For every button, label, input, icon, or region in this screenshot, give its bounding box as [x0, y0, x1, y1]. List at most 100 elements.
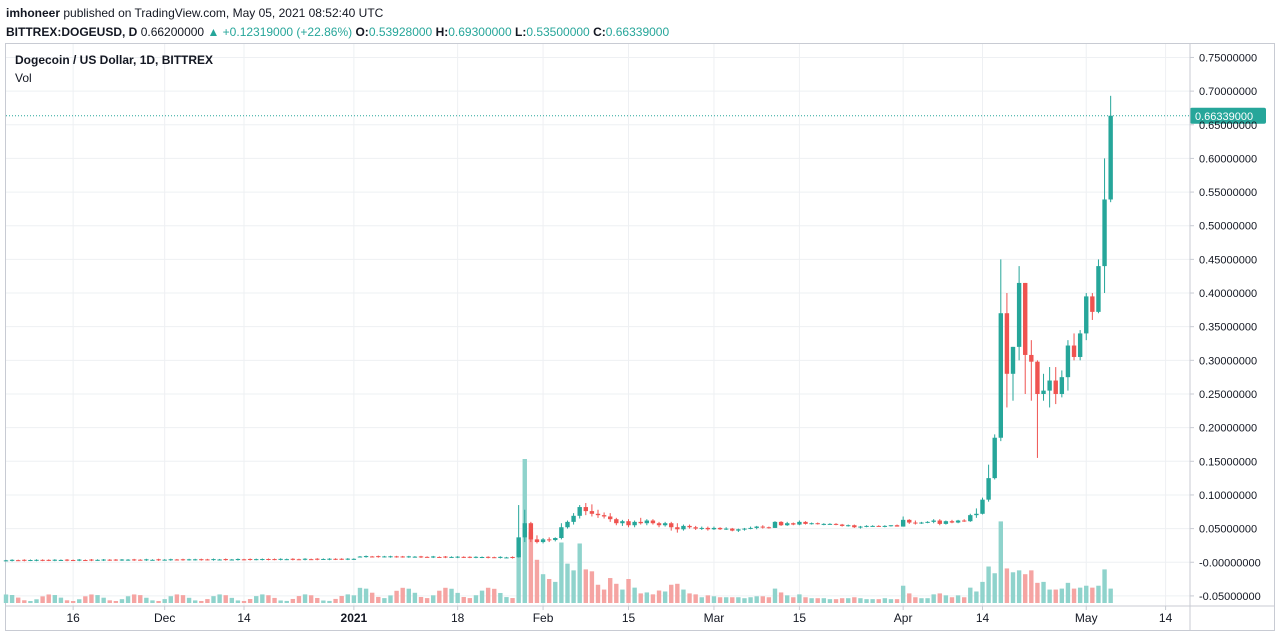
volume-bar: [589, 571, 595, 603]
y-tick-label: 0.55000000: [1199, 187, 1257, 199]
candle-body: [778, 521, 784, 526]
candle-body: [125, 559, 131, 561]
candle-body: [485, 556, 491, 558]
candle-body: [730, 528, 735, 531]
volume-bar: [449, 588, 454, 603]
volume-bar: [693, 594, 698, 603]
volume-bar: [748, 597, 753, 603]
volume-bar: [730, 597, 735, 603]
candle-body: [186, 559, 192, 561]
y-tick-label: 0.45000000: [1199, 254, 1257, 266]
y-tick-label: 0.70000000: [1199, 86, 1257, 98]
candle-body: [687, 525, 692, 528]
candle-body: [760, 526, 765, 528]
candle-body: [608, 516, 613, 520]
volume-bar: [1065, 582, 1071, 603]
candle-body: [852, 525, 857, 528]
volume-bar: [1096, 585, 1101, 603]
publish-line: imhoneer published on TradingView.com, M…: [6, 4, 1276, 23]
candle-body: [595, 513, 601, 516]
candle-body: [229, 559, 235, 561]
volume-bar: [504, 597, 509, 603]
high-label: H:: [435, 25, 449, 39]
volume-bar: [528, 531, 534, 603]
candle-body: [534, 539, 540, 543]
volume-bar: [467, 598, 473, 603]
volume-bar: [821, 598, 827, 603]
candle-body: [388, 556, 393, 558]
volume-bar: [272, 597, 277, 603]
candle-body: [9, 559, 15, 561]
candle-body: [107, 559, 112, 561]
volume-bar: [662, 591, 668, 603]
candle-body: [968, 515, 973, 522]
candle-body: [748, 527, 753, 529]
volume-bar: [608, 578, 613, 603]
candle-body: [998, 313, 1004, 438]
volume-bar: [1077, 587, 1083, 603]
volume-bar: [870, 599, 875, 603]
candle-body: [931, 520, 936, 522]
volume-bar: [717, 597, 723, 603]
volume-bar: [992, 573, 997, 603]
candle-body: [40, 559, 45, 561]
candle-body: [83, 560, 88, 562]
candle-body: [119, 559, 125, 561]
candle-body: [77, 559, 82, 561]
volume-bar: [180, 595, 186, 603]
volume-bar: [943, 595, 949, 603]
volume-bar: [260, 594, 265, 603]
y-tick-label: 0.40000000: [1199, 288, 1257, 300]
candle-body: [1016, 282, 1022, 347]
candle-body: [449, 556, 454, 558]
candle-body: [553, 538, 558, 541]
volume-bar: [937, 593, 942, 603]
candle-body: [260, 559, 265, 561]
y-tick-label: 0.65000000: [1199, 120, 1257, 132]
volume-bar: [583, 569, 588, 603]
candle-body: [650, 520, 656, 524]
candle-body: [174, 559, 180, 561]
volume-bar: [815, 598, 820, 603]
volume-bar: [705, 595, 711, 603]
publisher-name[interactable]: imhoneer: [6, 6, 61, 20]
candle-body: [498, 556, 503, 558]
candle-body: [16, 560, 21, 562]
volume-bar: [412, 592, 418, 603]
volume-bar: [577, 543, 582, 603]
volume-bar: [192, 600, 198, 603]
volume-bar: [34, 599, 39, 603]
volume-bar: [345, 594, 350, 603]
candle-body: [162, 559, 167, 561]
volume-bar: [174, 594, 180, 603]
candle-body: [1108, 115, 1113, 200]
candle-body: [699, 527, 704, 529]
close-value: 0.66339000: [605, 25, 670, 39]
x-tick-label: 14: [1159, 611, 1173, 625]
candle-body: [1096, 266, 1101, 312]
volume-bar: [89, 594, 94, 603]
volume-bar: [28, 601, 33, 603]
volume-legend[interactable]: Vol: [15, 71, 32, 85]
open-value: 0.53928000: [368, 25, 433, 39]
high-value: 0.69300000: [448, 25, 512, 39]
candle-body: [1065, 345, 1071, 378]
candle-body: [308, 559, 314, 561]
volume-bar: [431, 595, 436, 603]
candle-body: [1102, 199, 1107, 267]
volume-bar: [229, 597, 235, 603]
volume-bar: [687, 593, 692, 603]
candle-body: [669, 523, 674, 528]
volume-bar: [864, 599, 869, 603]
x-tick-label: Apr: [894, 611, 913, 625]
volume-bar: [620, 589, 625, 603]
volume-bar: [302, 594, 308, 603]
chart-legend-title[interactable]: Dogecoin / US Dollar, 1D, BITTREX: [15, 53, 214, 67]
volume-bar: [247, 599, 253, 603]
candle-body: [1023, 282, 1028, 355]
volume-bar: [296, 596, 302, 603]
volume-bar: [388, 595, 393, 603]
candle-body: [58, 559, 64, 561]
volume-bar: [1047, 589, 1052, 603]
